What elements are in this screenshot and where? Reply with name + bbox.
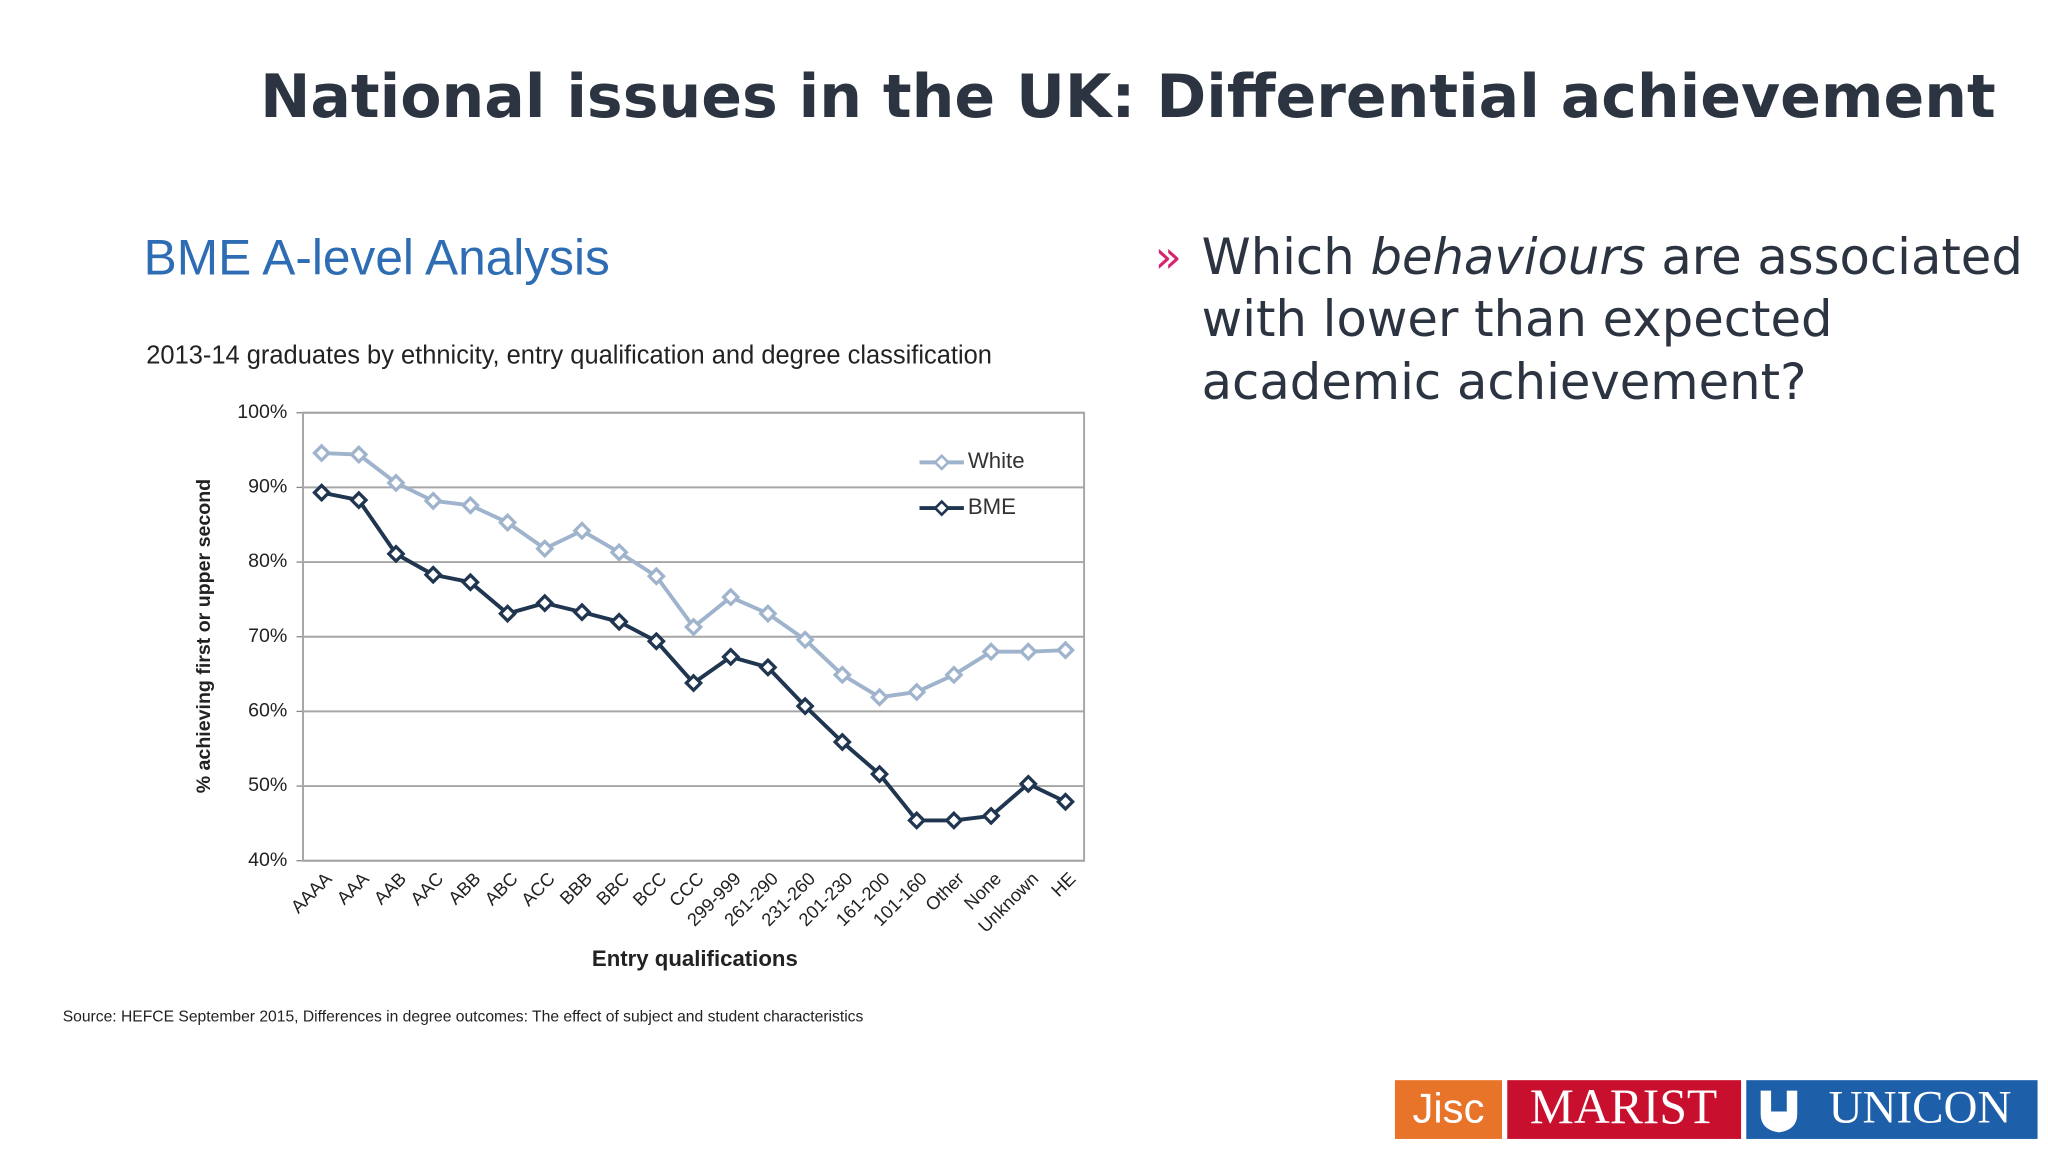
bullet-marker: » xyxy=(1155,232,1182,283)
legend-swatch xyxy=(933,453,951,471)
logo-box xyxy=(1507,1080,1742,1139)
y-tick-label: 90% xyxy=(248,476,287,498)
point xyxy=(721,587,741,607)
point xyxy=(832,732,852,752)
x-tick-label: BCC xyxy=(628,868,670,910)
point xyxy=(1055,792,1075,812)
x-tick-label: AAAA xyxy=(286,867,336,917)
point xyxy=(423,491,443,511)
y-tick-label: 50% xyxy=(248,774,287,796)
point xyxy=(349,445,369,465)
point xyxy=(758,604,778,624)
x-tick-label: Other xyxy=(921,868,968,915)
legend-label: BME xyxy=(968,494,1016,519)
point xyxy=(498,604,518,624)
y-tick-label: 40% xyxy=(248,849,287,871)
chart-heading: BME A-level Analysis xyxy=(144,229,610,285)
x-tick-label: ABC xyxy=(480,868,521,909)
legend-label: White xyxy=(968,448,1025,473)
plot-border xyxy=(302,411,1086,862)
point xyxy=(870,687,890,707)
chart-title: 2013-14 graduates by ethnicity, entry qu… xyxy=(146,341,992,369)
bullet-emphasis: behaviours xyxy=(1370,227,1645,285)
point xyxy=(944,810,964,830)
point xyxy=(944,665,964,685)
point xyxy=(907,682,927,702)
point xyxy=(1055,640,1075,660)
point xyxy=(386,473,406,493)
point xyxy=(907,810,927,830)
logo-text: UNICON xyxy=(1829,1081,2012,1133)
bullet-text: are associated xyxy=(1661,227,2022,285)
y-tick-label: 60% xyxy=(248,700,287,722)
bullet-line: Which behaviours are associated xyxy=(1202,227,2023,285)
source-note: Source: HEFCE September 2015, Difference… xyxy=(63,1009,864,1026)
point xyxy=(460,495,480,515)
point xyxy=(870,764,890,784)
x-tick-label: BBC xyxy=(592,868,633,909)
x-tick-label: ABB xyxy=(444,868,485,909)
point xyxy=(721,647,741,667)
x-axis-label: Entry qualifications xyxy=(592,946,798,971)
point xyxy=(498,513,518,532)
point xyxy=(684,673,704,693)
legend-swatch xyxy=(933,499,951,517)
slide-title: National issues in the UK: Differential … xyxy=(260,62,1996,132)
point xyxy=(572,521,592,541)
point xyxy=(312,483,332,503)
point xyxy=(535,593,555,613)
point xyxy=(684,617,704,637)
logo-text: Jisc xyxy=(1413,1085,1485,1132)
point xyxy=(981,642,1001,662)
point xyxy=(609,612,629,632)
y-tick-label: 100% xyxy=(237,401,287,423)
point xyxy=(609,542,629,562)
point xyxy=(386,544,406,564)
point xyxy=(423,565,443,585)
bullet-text: Which xyxy=(1202,227,1355,285)
series-line xyxy=(321,490,1067,823)
point xyxy=(1018,774,1038,794)
point xyxy=(832,665,852,685)
logo-icon xyxy=(1760,1090,1798,1133)
point xyxy=(460,572,480,592)
point xyxy=(758,657,778,677)
x-tick-label: AAA xyxy=(332,867,373,908)
point xyxy=(349,490,369,510)
x-tick-label: BBB xyxy=(555,868,596,909)
x-tick-label: ACC xyxy=(517,868,559,910)
y-tick-label: 80% xyxy=(248,550,287,572)
x-tick-label: AAC xyxy=(406,868,447,909)
logo-text: MARIST xyxy=(1530,1079,1718,1134)
logo-box xyxy=(1394,1080,1503,1139)
bullet-line: academic achievement? xyxy=(1202,353,1807,411)
x-tick-label: HE xyxy=(1047,868,1080,901)
bullet-line: with lower than expected xyxy=(1202,290,1833,348)
point xyxy=(1018,642,1038,662)
x-tick-label: AAB xyxy=(369,868,410,909)
point xyxy=(312,443,332,463)
point xyxy=(795,630,815,650)
point xyxy=(981,806,1001,826)
point xyxy=(646,566,666,586)
point xyxy=(572,602,592,622)
point xyxy=(535,539,555,559)
y-axis-label: % achieving first or upper second xyxy=(193,479,215,793)
point xyxy=(795,696,815,716)
point xyxy=(646,631,666,651)
y-tick-label: 70% xyxy=(248,625,287,647)
